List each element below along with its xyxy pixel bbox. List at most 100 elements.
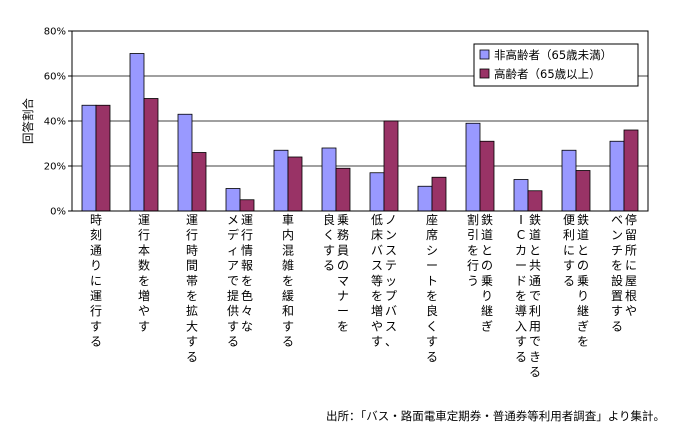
category-label-char: の [337,259,349,273]
category-label-char: ー [515,259,527,273]
bar-non-elderly [321,147,337,212]
category-label-char: る [186,350,198,364]
category-label-char: デ [227,227,239,242]
category-label-char: を [371,289,383,303]
category-label-char: 停 [625,212,637,227]
category-label: 運行本数を増やす [138,213,150,333]
category-label-char: 行 [186,228,198,242]
category-label-char: ノ [385,213,397,227]
category-label-char: き [529,350,541,364]
category-label-char: 継 [577,303,589,318]
category-label: 割引を行う [467,212,479,288]
category-label: 車内混雑を緩和する [282,213,294,349]
bar-non-elderly [273,149,289,212]
category-label-char: る [282,335,294,349]
category-label-char: に [563,243,575,257]
category-label-char: 等 [371,274,383,288]
category-label: 時刻通りに運行する [90,213,102,349]
category-label-char: を [282,274,294,288]
category-label-char: 増 [138,289,150,303]
bar-non-elderly [225,188,241,212]
bar-elderly [575,170,591,212]
axes [68,30,649,212]
category-label: メディアで提供する [227,213,239,349]
category-label: 運行時間帯を拡大する [186,213,198,364]
category-label-char: 数 [138,258,150,273]
category-label-char: C [517,228,525,242]
category-label-char: る [426,350,438,364]
category-label-char: 共 [529,259,541,273]
category-label-char: ス [385,319,397,333]
category-label-char: に [90,274,102,288]
category-label-char: る [515,350,527,364]
category-label: 座席シートを良くする [426,212,438,364]
category-label-char: す [563,259,575,273]
category-label-char: 行 [90,304,102,318]
bar-non-elderly [465,122,481,212]
category-label-char: 行 [138,228,150,242]
category-label-char: る [529,365,541,379]
category-label-char: 拡 [186,304,198,318]
category-label-char: バ [371,243,383,257]
legend-label-elderly: 高齢者（65歳以上） [494,67,601,81]
category-label-char: 鉄 [529,212,541,227]
category-label-char: 根 [625,289,637,303]
category-label-char: ベ [611,213,623,227]
category-label-char: 行 [467,259,479,273]
category-label-char: シ [426,243,438,257]
category-label-char: す [426,335,438,349]
category-label-char: 道 [481,228,493,242]
category-label-char: ス [371,259,383,273]
category-label-char: 々 [241,304,253,318]
category-label-char: 員 [337,243,349,257]
category-label-char: 車 [282,213,294,227]
category-label-char: 緩 [282,289,294,303]
bar-elderly [287,156,303,212]
bar-elderly [431,176,447,212]
category-label-char: に [625,259,637,273]
category-label-char: る [90,335,102,349]
category-label-char: を [577,335,589,349]
legend-box [473,43,639,87]
legend-swatch-elderly [479,68,490,79]
category-label-char: ー [426,259,438,273]
category-label-char: 鉄 [481,212,493,227]
category-label-char: 継 [481,303,493,318]
category-label-char: で [227,274,239,288]
category-label-char: 運 [241,213,253,227]
category-label-char: を [186,289,198,303]
category-label-char: 通 [529,274,541,288]
category-label-char: 大 [186,319,198,333]
category-label-char: 情 [241,243,253,257]
category-label: I C カードを導入する [515,213,527,364]
category-label-char: く [323,228,335,242]
category-label-char: ィ [227,243,239,257]
category-label-char: 席 [426,227,438,242]
category-label-char: す [611,304,623,318]
category-label-char: を [611,259,623,273]
y-tick-label: 60% [44,72,66,83]
category-label-char: を [337,319,349,333]
category-label-char: 和 [282,304,294,318]
bar-elderly [191,152,207,212]
category-label-char: す [323,243,335,257]
category-label-char: マ [337,274,349,288]
category-label-char: 内 [282,228,294,242]
category-label-char: う [467,274,479,288]
category-label-char: 色 [241,289,253,303]
y-tick-label: 40% [44,117,66,128]
category-label-char: 設 [611,273,623,288]
bar-elderly [335,167,351,212]
category-label-char: I [519,213,523,227]
category-label-char: 雑 [282,258,294,273]
category-label-char: 運 [90,289,102,303]
category-label-char: 座 [426,212,438,227]
category-label-char: 入 [515,319,527,333]
bar-elderly [143,98,159,212]
category-label-char: を [138,274,150,288]
category-label-char: で [529,289,541,303]
category-label-char: を [241,274,253,288]
category-label-char: く [426,319,438,333]
category-label: ベンチを設置する [611,213,623,333]
category-label-char: す [515,335,527,349]
